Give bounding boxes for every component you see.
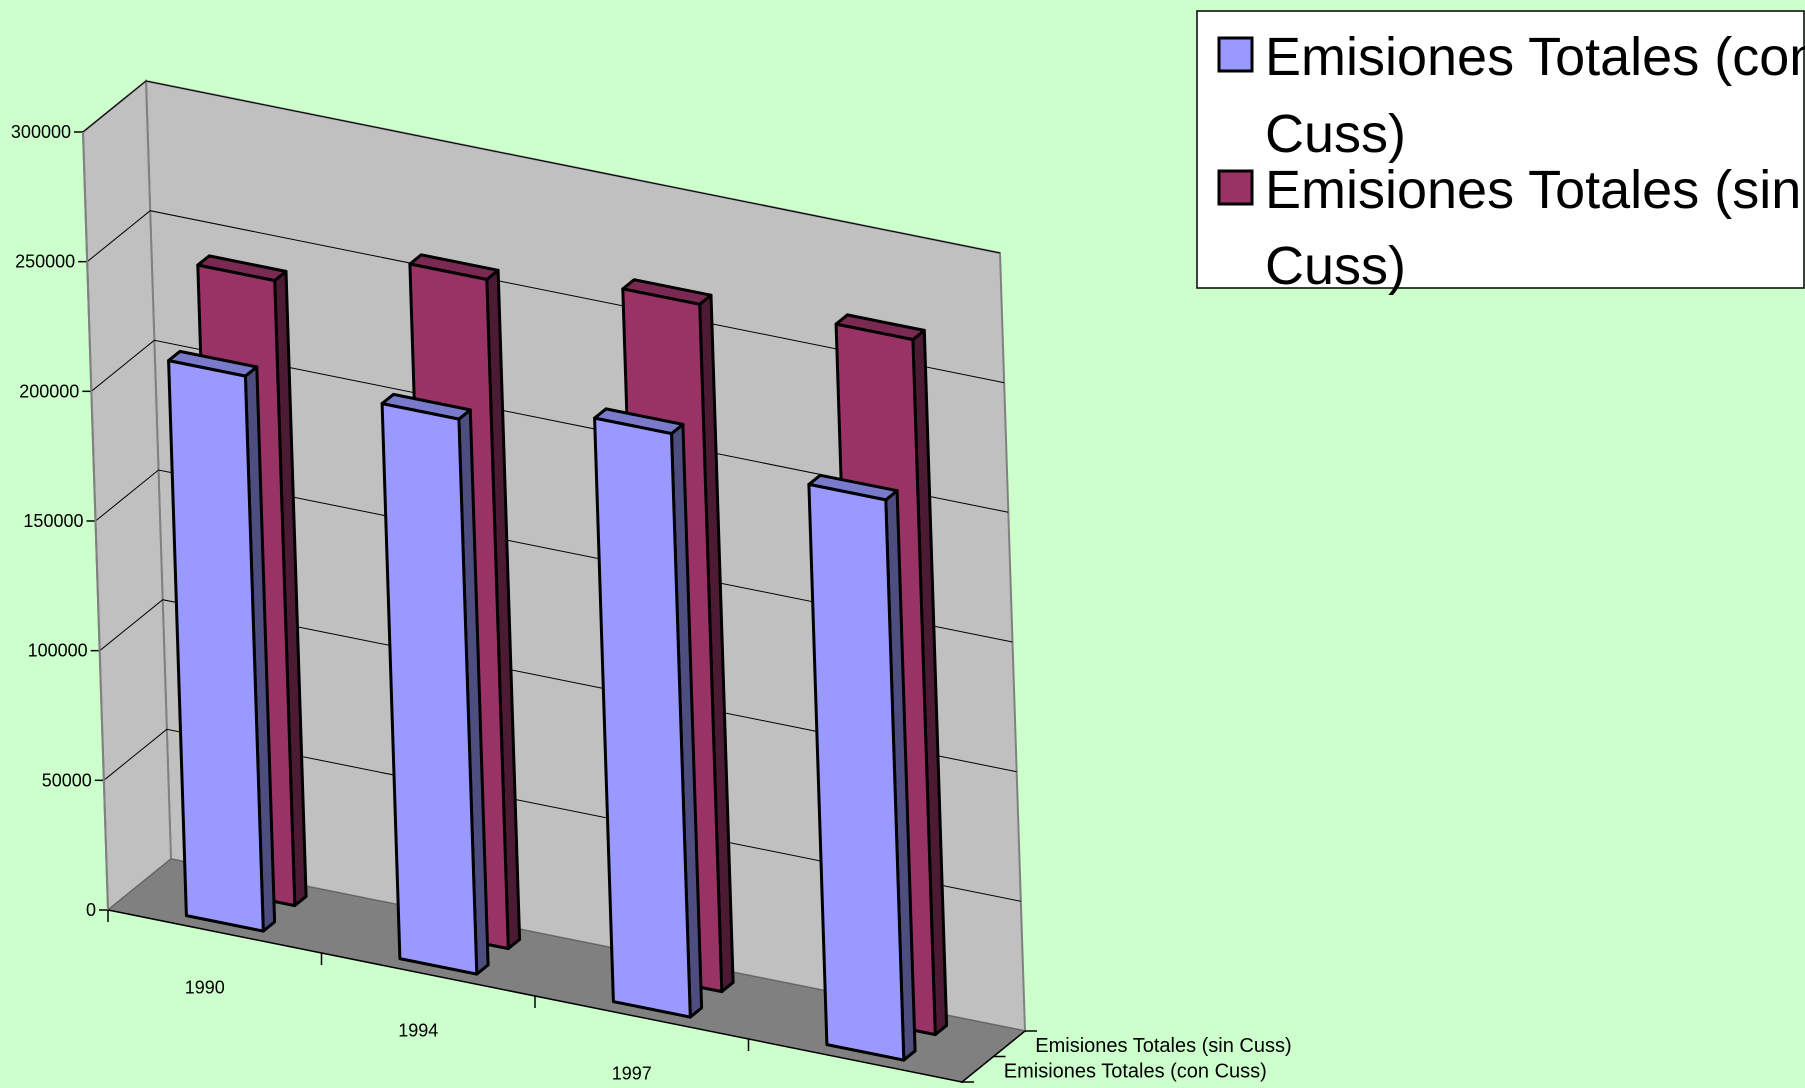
axis-labels: 0 50000 100000 150000 200000 250000 300000 1990… — [11, 122, 1292, 1084]
legend-label-con-line1: Emisiones Totales (con — [1265, 27, 1805, 87]
x-tick-label: 1994 — [398, 1021, 438, 1041]
y-tick-label: 250000 — [15, 252, 75, 272]
bars — [167, 253, 949, 1062]
gridlines — [82, 80, 1021, 902]
bar-front — [167, 359, 265, 933]
legend-label-sin-line1: Emisiones Totales (sin — [1265, 160, 1801, 220]
legend-frame — [1196, 10, 1805, 289]
legend-swatch-con-cuss — [1217, 36, 1254, 73]
bar-con-cuss-2000 — [807, 473, 917, 1062]
legend: Emisiones Totales (con Cuss) Emisiones T… — [1196, 10, 1805, 296]
y-tick-label: 200000 — [19, 381, 79, 401]
y-tick-label: 300000 — [11, 122, 71, 142]
y-tick-label: 100000 — [28, 641, 88, 661]
axes — [74, 131, 1037, 1088]
depth-tick-label: Emisiones Totales (con Cuss) — [1004, 1060, 1267, 1082]
x-tick-label: 1990 — [185, 978, 225, 998]
gridline — [86, 210, 1005, 384]
bar-front — [593, 416, 692, 1019]
bar-con-cuss-1994 — [380, 392, 490, 976]
gridline — [99, 599, 1017, 773]
y-tick-label: 0 — [86, 900, 96, 920]
x-tick-label: 1997 — [612, 1064, 652, 1084]
depth-tick-label: Emisiones Totales (sin Cuss) — [1035, 1035, 1291, 1057]
bar-con-cuss-1997 — [593, 407, 704, 1019]
y-tick-label: 50000 — [42, 770, 92, 790]
legend-label-sin-line2: Cuss) — [1265, 236, 1406, 296]
bar-con-cuss-1990 — [167, 349, 277, 933]
gridline — [103, 728, 1021, 902]
bar-front — [807, 482, 906, 1062]
gridline — [82, 80, 1001, 254]
y-tick-label: 150000 — [23, 511, 83, 531]
bar-front — [380, 402, 479, 976]
legend-swatch-sin-cuss — [1217, 169, 1254, 206]
y-axis-line — [82, 131, 109, 911]
gridline — [90, 339, 1009, 513]
legend-label-con-line2: Cuss) — [1265, 104, 1406, 164]
gridline — [95, 469, 1013, 643]
